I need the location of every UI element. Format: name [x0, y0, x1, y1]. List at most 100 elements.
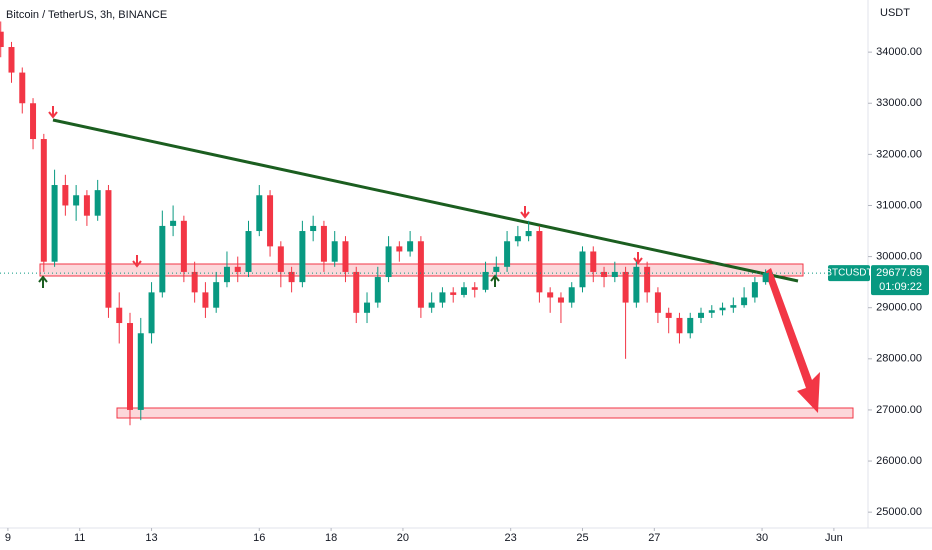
candle-body: [19, 72, 26, 104]
trend-line: [52, 118, 799, 283]
candle-body: [460, 287, 467, 295]
x-tick-label: 27: [648, 532, 660, 544]
y-tick-label: 32000.00: [876, 148, 922, 160]
x-tick-label: 11: [74, 532, 85, 544]
candle-body: [471, 287, 478, 290]
candle-body: [137, 333, 144, 410]
candle-body: [676, 317, 683, 334]
up-marker: [38, 275, 48, 288]
candle-body: [439, 292, 446, 303]
candle-body: [493, 266, 500, 272]
candle-body: [277, 246, 284, 272]
candle-body: [536, 231, 543, 293]
symbol-label: BTCUSDT: [825, 268, 872, 279]
y-axis-label: USDT: [880, 7, 910, 19]
down-marker: [132, 255, 142, 268]
candle-body: [245, 231, 252, 272]
x-tick-label: 18: [325, 532, 337, 544]
candle-body: [342, 241, 349, 272]
candle-body: [622, 271, 629, 303]
candle-body: [396, 246, 403, 252]
x-tick-label: 25: [576, 532, 588, 544]
candles: [0, 21, 769, 426]
candle-body: [256, 195, 263, 232]
candle-body: [310, 225, 317, 232]
y-tick-label: 34000.00: [876, 46, 922, 58]
support-zone: [116, 407, 854, 419]
candle-body: [288, 271, 295, 283]
y-tick-label: 28000.00: [876, 353, 922, 365]
candle-body: [364, 302, 371, 313]
x-tick-label: 23: [505, 532, 517, 544]
candle-body: [180, 220, 187, 272]
candle-body: [730, 305, 737, 308]
candle-body: [665, 312, 672, 318]
x-tick-label: 9: [5, 532, 11, 544]
symbol-tag: [828, 265, 870, 282]
candle-body: [105, 190, 112, 308]
candle-body: [428, 302, 435, 308]
candle-body: [590, 251, 597, 272]
candle-body: [159, 225, 166, 293]
candle-body: [482, 271, 489, 290]
candle-body: [568, 287, 575, 303]
countdown-label: 01:09:22: [879, 281, 922, 293]
candle-body: [374, 277, 381, 303]
candle-body: [353, 271, 360, 313]
candle-body: [30, 103, 37, 140]
y-tick-label: 25000.00: [876, 506, 922, 518]
candle-body: [601, 271, 608, 278]
candle-body: [191, 271, 198, 293]
candle-body: [547, 292, 554, 298]
y-tick-label: 29000.00: [876, 302, 922, 314]
y-tick-label: 31000.00: [876, 199, 922, 211]
x-tick-label: 13: [145, 532, 157, 544]
x-tick-label: 30: [756, 532, 768, 544]
candle-body: [762, 273, 769, 283]
chart-title: Bitcoin / TetherUS, 3h, BINANCE: [6, 9, 167, 21]
candle-body: [514, 236, 521, 242]
candle-body: [223, 266, 230, 283]
down-marker: [48, 106, 58, 119]
projection-arrow: [765, 268, 820, 413]
candle-body: [708, 310, 715, 313]
down-marker: [633, 252, 643, 265]
price-label: 29677.69: [876, 267, 922, 279]
up-marker: [490, 274, 500, 287]
candle-body: [83, 195, 90, 216]
candle-body: [654, 292, 661, 313]
price-tag: [871, 265, 929, 296]
candle-body: [299, 231, 306, 283]
candle-body: [611, 271, 618, 278]
candle-body: [40, 139, 47, 262]
candle-body: [62, 185, 69, 206]
candle-body: [8, 47, 15, 73]
candle-body: [741, 297, 748, 306]
x-tick-label: 20: [397, 532, 409, 544]
y-tick-label: 26000.00: [876, 455, 922, 467]
candle-body: [148, 292, 155, 334]
candle-body: [0, 31, 4, 48]
candle-body: [557, 297, 564, 303]
candle-body: [450, 292, 457, 295]
candle-body: [94, 190, 101, 216]
candle-body: [687, 317, 694, 334]
candle-body: [73, 195, 80, 206]
candle-body: [267, 195, 274, 247]
candle-body: [644, 266, 651, 293]
candle-body: [51, 185, 58, 262]
candle-body: [633, 266, 640, 303]
candle-body: [751, 282, 758, 298]
candle-body: [385, 246, 392, 278]
y-tick-label: 33000.00: [876, 97, 922, 109]
candle-body: [698, 312, 705, 318]
x-tick-label: Jun: [825, 532, 843, 544]
x-tick-label: 16: [253, 532, 265, 544]
candle-body: [525, 231, 532, 237]
candle-body: [407, 241, 414, 252]
candle-body: [234, 266, 241, 272]
candle-body: [719, 307, 726, 311]
candle-body: [127, 323, 134, 410]
candle-body: [579, 251, 586, 288]
